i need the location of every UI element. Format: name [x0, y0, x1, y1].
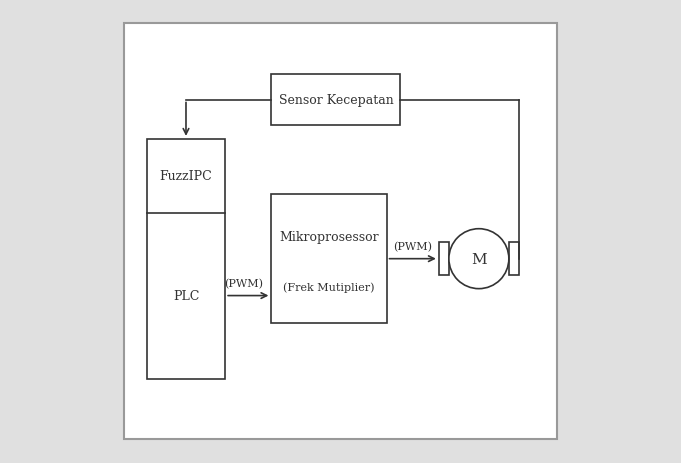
FancyBboxPatch shape: [271, 194, 387, 324]
Text: M: M: [471, 252, 487, 266]
Text: (PWM): (PWM): [393, 242, 432, 252]
Text: FuzzIPC: FuzzIPC: [159, 170, 212, 183]
Text: Mikroprosessor: Mikroprosessor: [279, 231, 379, 244]
FancyBboxPatch shape: [439, 243, 449, 275]
Text: Sensor Kecepatan: Sensor Kecepatan: [279, 94, 393, 107]
FancyBboxPatch shape: [147, 139, 225, 379]
Circle shape: [449, 229, 509, 289]
Text: (Frek Mutiplier): (Frek Mutiplier): [283, 282, 375, 293]
FancyBboxPatch shape: [509, 243, 519, 275]
FancyBboxPatch shape: [124, 25, 557, 438]
Text: (PWM): (PWM): [224, 278, 263, 288]
Text: PLC: PLC: [173, 289, 199, 302]
FancyBboxPatch shape: [271, 75, 400, 125]
